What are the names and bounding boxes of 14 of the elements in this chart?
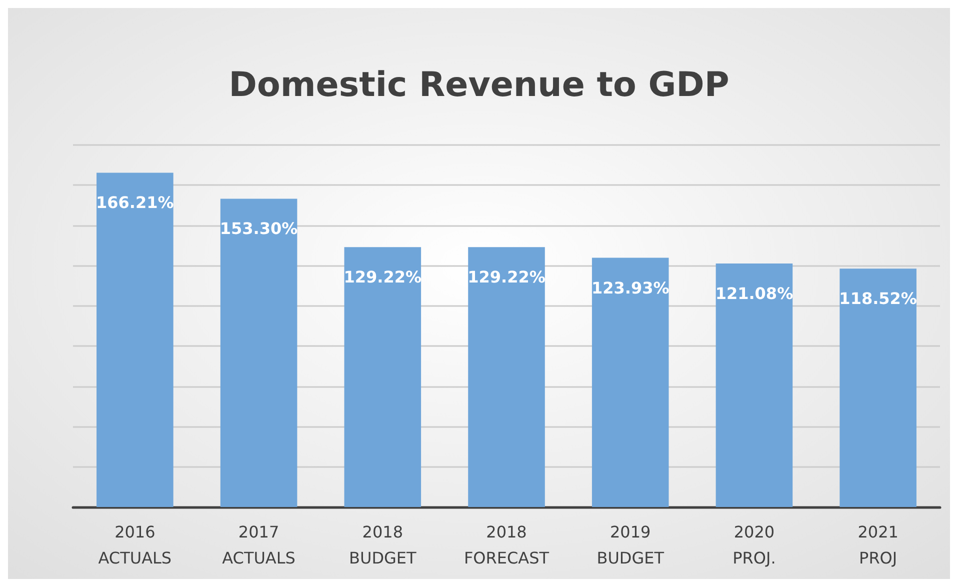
data-label: 129.22%	[344, 268, 422, 287]
data-label: 166.21%	[96, 193, 174, 212]
x-tick-label: 2020 PROJ.	[732, 522, 776, 568]
data-label: 123.93%	[591, 278, 670, 298]
data-label: 153.30%	[220, 219, 298, 238]
x-tick-label: 2021 PROJ	[858, 522, 898, 568]
x-tick-label: 2018 FORECAST	[464, 522, 550, 568]
data-label: 118.52%	[839, 289, 917, 308]
x-tick-label: 2017 ACTUALS	[222, 522, 296, 568]
chart-title: Domestic Revenue to GDP	[228, 65, 730, 105]
data-label: 129.22%	[468, 268, 546, 287]
x-tick-label: 2016 ACTUALS	[98, 522, 172, 568]
x-tick-label: 2018 BUDGET	[348, 522, 417, 568]
x-tick-label: 2019 BUDGET	[596, 522, 664, 568]
